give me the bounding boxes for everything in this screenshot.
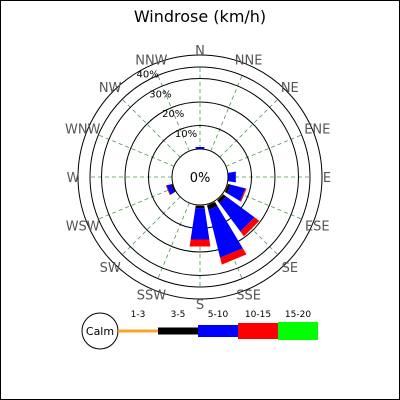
legend-label-15-20: 15-20	[285, 310, 311, 320]
dir-label-ese: ESE	[305, 220, 330, 235]
outer-ring	[89, 66, 311, 288]
direction-labels: N NNE NE ENE E ESE SE SSE S SSW SW WSW W WNW NW NNW	[65, 44, 331, 313]
legend: Calm 1-3 3-5 5-10 10-15 15-20	[81, 310, 318, 350]
bar-wsw-10-15	[165, 185, 171, 196]
ring-label-40: 40%	[136, 70, 158, 81]
bar-sse-10-15	[220, 248, 247, 265]
dir-label-e: E	[323, 171, 331, 186]
bar-ese-10-15	[240, 188, 247, 202]
ring-label-30: 30%	[149, 89, 171, 100]
bar-wsw-5-10	[166, 184, 175, 195]
dir-label-s: S	[196, 298, 204, 313]
dir-label-sse: SSE	[236, 288, 261, 303]
dir-label-se: SE	[282, 261, 298, 276]
bar-wsw-3-5	[171, 183, 176, 193]
dir-label-nne: NNE	[235, 54, 263, 69]
bar-e-5-10	[227, 171, 236, 183]
legend-swatch-15-20	[278, 322, 318, 340]
bar-se-10-15	[240, 217, 260, 237]
ring-labels: 10% 20% 30% 40%	[136, 70, 197, 140]
dir-label-sw: SW	[100, 261, 121, 276]
ring-20	[124, 101, 276, 253]
legend-label-1-3: 1-3	[131, 310, 146, 320]
bar-s-5-10	[190, 208, 210, 240]
dir-label-wnw: WNW	[65, 122, 101, 137]
bar-se-3-5	[217, 194, 227, 204]
center-circle	[171, 148, 229, 206]
calm-label: Calm	[86, 325, 114, 338]
ring-40	[77, 54, 323, 300]
legend-swatch-10-15	[238, 323, 278, 339]
legend-swatch-3-5	[158, 327, 198, 335]
ring-30	[101, 78, 299, 276]
legend-swatch-1-3	[118, 329, 158, 333]
dir-label-ssw: SSW	[137, 288, 167, 303]
dir-label-w: W	[67, 171, 80, 186]
dir-label-wsw: WSW	[66, 220, 100, 235]
legend-label-10-15: 10-15	[245, 310, 271, 320]
legend-label-3-5: 3-5	[171, 310, 186, 320]
bar-se-5-10	[219, 196, 255, 232]
dir-label-ne: NE	[281, 81, 299, 96]
dir-label-n: N	[195, 44, 205, 59]
legend-label-5-10: 5-10	[208, 310, 229, 320]
ring-label-10: 10%	[175, 129, 197, 140]
chart-title: Windrose (km/h)	[134, 7, 266, 26]
legend-swatch-5-10	[198, 325, 238, 337]
center-label: 0%	[190, 171, 211, 186]
dir-label-nnw: NNW	[135, 54, 167, 69]
bar-s-10-15	[189, 239, 211, 247]
bar-sse-3-5	[207, 202, 218, 210]
bar-sse-5-10	[208, 206, 243, 258]
dir-label-nw: NW	[99, 81, 122, 96]
bar-s-3-5	[195, 205, 205, 209]
bar-ese-3-5	[225, 184, 231, 194]
dir-label-ene: ENE	[304, 122, 330, 137]
ring-label-20: 20%	[162, 109, 184, 120]
legend-bins: 1-3 3-5 5-10 10-15 15-20	[118, 310, 318, 340]
bar-ese-5-10	[227, 184, 246, 202]
